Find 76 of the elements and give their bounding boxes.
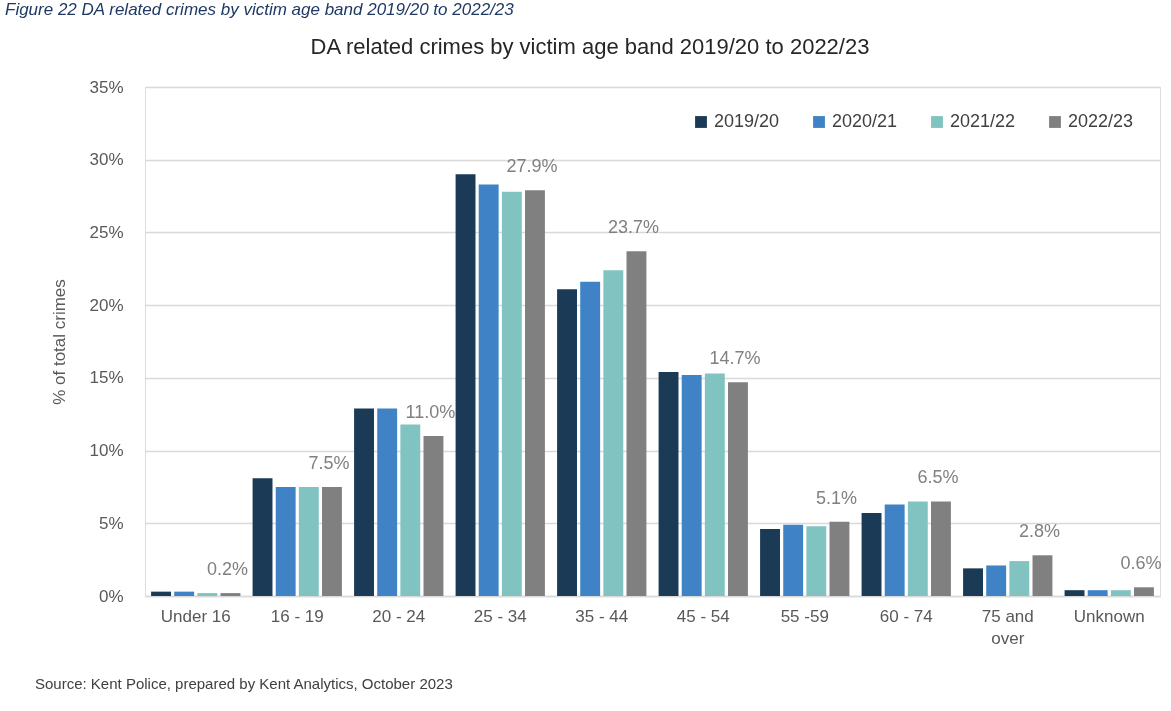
- caption: Figure 22 DA related crimes by victim age band 2019/20 to 2022/23: [5, 0, 515, 19]
- bar: [557, 289, 577, 596]
- bar: [907, 501, 928, 596]
- bar: [1064, 590, 1085, 596]
- bar: [1110, 590, 1131, 596]
- bar: [806, 526, 827, 596]
- legend-label: 2020/21: [832, 111, 898, 131]
- bar: [986, 565, 1007, 596]
- bar: [400, 424, 421, 596]
- bar: [455, 174, 476, 596]
- bar: [626, 251, 647, 596]
- y-tick-label: 30%: [89, 150, 124, 170]
- data-label: 7.5%: [308, 452, 350, 473]
- bar: [760, 529, 780, 596]
- data-label: 5.1%: [815, 487, 857, 508]
- bar: [174, 591, 195, 596]
- bar: [931, 501, 951, 596]
- bar: [151, 591, 171, 596]
- x-tick-label: 20 - 24: [372, 606, 426, 626]
- bar: [728, 382, 748, 596]
- chart-title: DA related crimes by victim age band 2019/20 to 2022/23: [310, 34, 870, 59]
- bar: [354, 408, 374, 596]
- bar: [252, 478, 273, 596]
- legend-label: 2021/22: [950, 111, 1016, 131]
- bar: [220, 593, 241, 596]
- data-label: 27.9%: [506, 156, 558, 177]
- bar: [525, 190, 545, 596]
- data-label: 2.8%: [1018, 521, 1060, 542]
- data-label: 0.6%: [1120, 553, 1162, 574]
- bar: [681, 374, 702, 596]
- bar: [501, 191, 522, 596]
- bar: [861, 513, 882, 596]
- y-tick-label: 10%: [89, 441, 124, 461]
- bar: [1009, 561, 1030, 596]
- y-tick-label: 35%: [89, 77, 124, 97]
- bar: [783, 524, 804, 596]
- bar: [1087, 590, 1108, 596]
- data-label: 23.7%: [607, 217, 659, 238]
- source-note: Source: Kent Police, prepared by Kent Analytics, October 2023: [35, 675, 453, 692]
- data-label: 6.5%: [917, 467, 959, 488]
- bar: [275, 486, 296, 596]
- bar: [963, 568, 983, 596]
- bar: [658, 372, 679, 596]
- y-tick-label: 0%: [98, 586, 124, 606]
- bar: [1032, 555, 1053, 596]
- data-label: 11.0%: [405, 402, 456, 423]
- bar: [704, 373, 725, 596]
- bar: [197, 593, 218, 596]
- bar: [377, 408, 398, 596]
- y-axis-title: % of total crimes: [50, 279, 70, 405]
- bar: [580, 281, 601, 596]
- data-label: 14.7%: [709, 348, 761, 369]
- data-label: 0.2%: [206, 559, 248, 580]
- legend-label: 2022/23: [1068, 111, 1134, 131]
- x-tick-label: 16 - 19: [270, 606, 324, 626]
- x-tick-label: 45 - 54: [676, 606, 730, 626]
- x-tick-label: Unknown: [1073, 606, 1145, 626]
- bar: [1134, 587, 1154, 596]
- y-tick-label: 20%: [89, 295, 124, 315]
- x-tick-label: 75 and over: [981, 606, 1034, 648]
- y-tick-label: 5%: [98, 513, 124, 533]
- bar: [478, 184, 499, 596]
- bar: [423, 436, 444, 596]
- x-tick-label: Under 16: [160, 606, 231, 626]
- bar: [298, 486, 319, 596]
- x-tick-label: 35 - 44: [575, 606, 629, 626]
- bar: [829, 521, 850, 596]
- x-tick-label: 60 - 74: [879, 606, 933, 626]
- legend-label: 2019/20: [714, 111, 780, 131]
- bar: [603, 270, 624, 596]
- bar: [322, 486, 342, 596]
- x-tick-label: 25 - 34: [473, 606, 527, 626]
- y-tick-label: 15%: [89, 368, 124, 388]
- bar: [884, 504, 905, 596]
- x-tick-label: 55 -59: [780, 606, 829, 626]
- y-tick-label: 25%: [89, 222, 124, 242]
